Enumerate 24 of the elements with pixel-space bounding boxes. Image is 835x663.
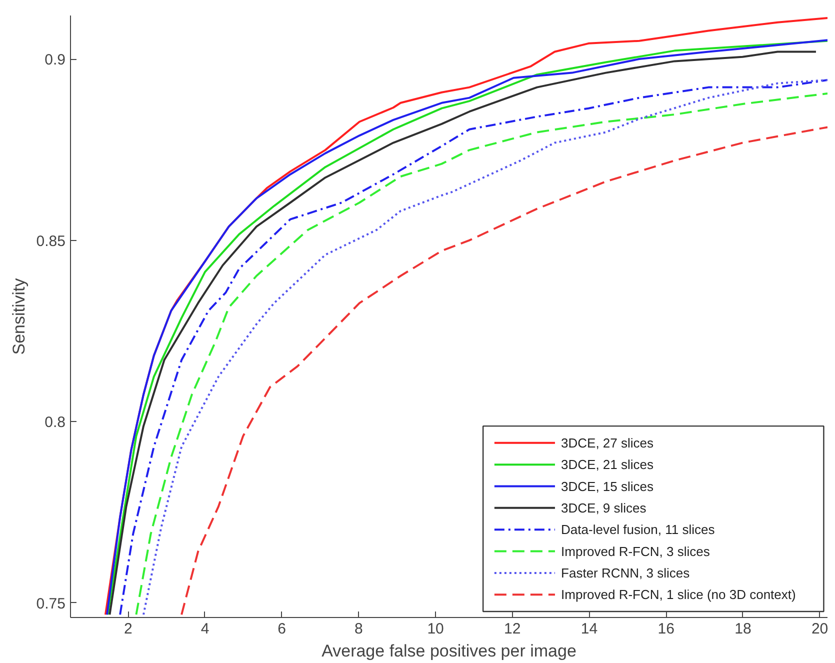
legend-label: Data-level fusion, 11 slices (561, 522, 716, 538)
y-tick-label: 0.75 (36, 595, 66, 612)
x-tick-label: 6 (278, 620, 286, 638)
x-tick-label: 2 (124, 620, 132, 638)
x-axis-title: Average false positives per image (322, 642, 576, 660)
x-tick-label: 16 (658, 620, 674, 638)
y-tick-label: 0.9 (44, 52, 66, 69)
x-tick-label: 18 (734, 620, 752, 638)
legend-label: 3DCE, 15 slices (561, 478, 654, 494)
x-tick-label: 10 (427, 620, 444, 638)
legend-label: Improved R-FCN, 1 slice (no 3D context) (561, 587, 796, 602)
x-tick-label: 14 (580, 620, 598, 638)
legend-label: 3DCE, 9 slices (561, 500, 647, 516)
y-axis-title: Sensitivity (9, 278, 28, 355)
legend-label: Faster RCNN, 3 slices (561, 565, 690, 580)
legend-label: Improved R-FCN, 3 slices (561, 544, 710, 559)
y-tick-label: 0.8 (44, 414, 66, 432)
x-tick-label: 4 (200, 620, 210, 638)
x-tick-label: 20 (811, 620, 828, 638)
x-tick-label: 12 (504, 620, 521, 638)
y-tick-label: 0.85 (36, 232, 66, 250)
x-tick-label: 8 (354, 620, 363, 638)
legend-label: 3DCE, 27 slices (561, 435, 654, 450)
legend-label: 3DCE, 21 slices (561, 457, 654, 472)
